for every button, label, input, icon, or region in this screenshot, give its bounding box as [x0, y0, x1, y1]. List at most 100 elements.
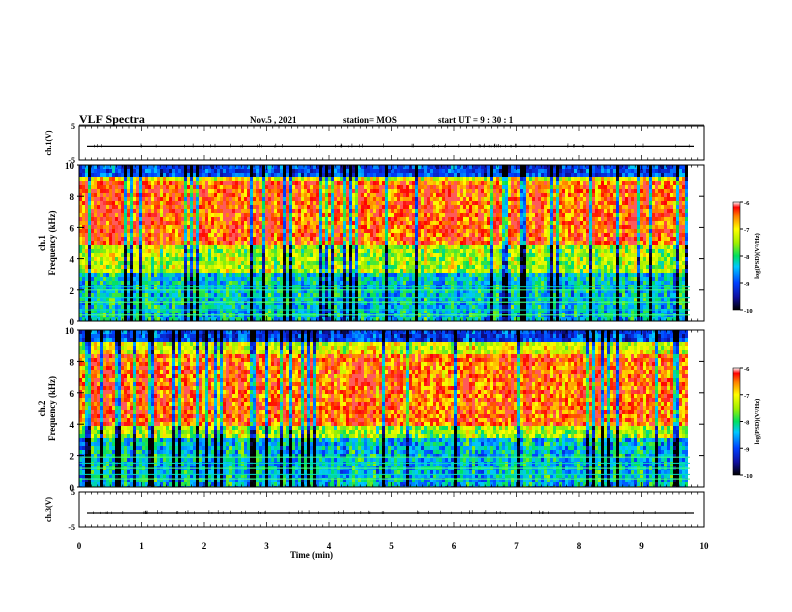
spectrogram-cell [271, 225, 274, 229]
spectrogram-cell [88, 277, 91, 281]
spectrogram-cell [175, 245, 178, 249]
spectrogram-cell [328, 265, 331, 269]
spectrogram-cell [364, 225, 367, 229]
spectrogram-cell [316, 269, 319, 273]
spectrogram-cell [115, 181, 118, 185]
spectrogram-cell [388, 305, 391, 309]
spectrogram-cell [340, 229, 343, 233]
spectrogram-cell [397, 209, 400, 213]
spectrogram-cell [100, 253, 103, 257]
spectrogram-cell [325, 277, 328, 281]
spectrogram-cell [238, 293, 241, 297]
spectrogram-cell [166, 277, 169, 281]
spectrogram-cell [199, 217, 202, 221]
spectrogram-cell [112, 317, 115, 321]
spectrogram-cell [394, 197, 397, 201]
spectrogram-cell [256, 249, 259, 253]
spectrogram-cell [139, 201, 142, 205]
spectrogram-cell [292, 253, 295, 257]
spectrogram-cell [118, 209, 121, 213]
spectrogram-cell [208, 201, 211, 205]
spectrogram-cell [277, 169, 280, 173]
spectrogram-cell [97, 269, 100, 273]
spectrogram-cell [187, 181, 190, 185]
spectrogram-cell [376, 185, 379, 189]
spectrogram-cell [427, 189, 430, 193]
spectrogram-cell [280, 273, 283, 277]
spectrogram-cell [235, 269, 238, 273]
spectrogram-cell [148, 277, 151, 281]
spectrogram-cell [280, 185, 283, 189]
spectrogram-cell [268, 257, 271, 261]
spectrogram-cell [352, 253, 355, 257]
spectrogram-cell [211, 165, 214, 169]
spectrogram-cell [229, 233, 232, 237]
spectrogram-cell [283, 177, 286, 181]
spectrogram-cell [259, 177, 262, 181]
spectrogram-cell [154, 305, 157, 309]
spectrogram-cell [322, 237, 325, 241]
spectrogram-cell [139, 177, 142, 181]
spectrogram-cell [289, 201, 292, 205]
spectrogram-cell [292, 277, 295, 281]
spectrogram-cell [415, 193, 418, 197]
spectrogram-cell [157, 181, 160, 185]
spectrogram-cell [430, 185, 433, 189]
spectrogram-cell [376, 213, 379, 217]
spectrogram-cell [325, 229, 328, 233]
spectrogram-cell [100, 173, 103, 177]
spectrogram-cell [301, 169, 304, 173]
spectrogram-cell [223, 293, 226, 297]
spectrogram-cell [349, 221, 352, 225]
spectrogram-cell [379, 261, 382, 265]
spectrogram-cell [103, 213, 106, 217]
spectrogram-cell [259, 269, 262, 273]
spectrogram-cell [406, 249, 409, 253]
spectrogram-cell [328, 237, 331, 241]
spectrogram-cell [292, 177, 295, 181]
spectrogram-cell [400, 173, 403, 177]
spectrogram-cell [325, 201, 328, 205]
spectrogram-cell [106, 281, 109, 285]
spectrogram-cell [439, 261, 442, 265]
spectrogram-cell [406, 221, 409, 225]
spectrogram-cell [250, 249, 253, 253]
spectrogram-cell [412, 209, 415, 213]
spectrogram-cell [145, 185, 148, 189]
spectrogram-cell [370, 225, 373, 229]
spectrogram-cell [376, 261, 379, 265]
spectrogram-cell [181, 213, 184, 217]
spectrogram-cell [436, 173, 439, 177]
spectrogram-cell [178, 185, 181, 189]
spectrogram-cell [328, 225, 331, 229]
spectrogram-cell [175, 249, 178, 253]
spectrogram-cell [421, 277, 424, 281]
spectrogram-cell [238, 221, 241, 225]
spectrogram-cell [175, 305, 178, 309]
spectrogram-cell [247, 209, 250, 213]
spectrogram-cell [271, 265, 274, 269]
spectrogram-cell [172, 213, 175, 217]
spectrogram-cell [424, 209, 427, 213]
spectrogram-cell [355, 193, 358, 197]
spectrogram-cell [112, 217, 115, 221]
spectrogram-cell [97, 245, 100, 249]
spectrogram-cell [325, 281, 328, 285]
spectrogram-cell [103, 173, 106, 177]
spectrogram-cell [277, 173, 280, 177]
spectrogram-cell [289, 293, 292, 297]
spectrogram-cell [298, 305, 301, 309]
spectrogram-cell [148, 201, 151, 205]
spectrogram-cell [295, 237, 298, 241]
spectrogram-cell [88, 257, 91, 261]
spectrogram-cell [244, 269, 247, 273]
spectrogram-cell [115, 221, 118, 225]
spectrogram-cell [346, 253, 349, 257]
spectrogram-cell [220, 189, 223, 193]
spectrogram-cell [364, 173, 367, 177]
spectrogram-cell [373, 249, 376, 253]
spectrogram-cell [118, 249, 121, 253]
spectrogram-cell [415, 233, 418, 237]
spectrogram-cell [160, 257, 163, 261]
spectrogram-cell [130, 269, 133, 273]
